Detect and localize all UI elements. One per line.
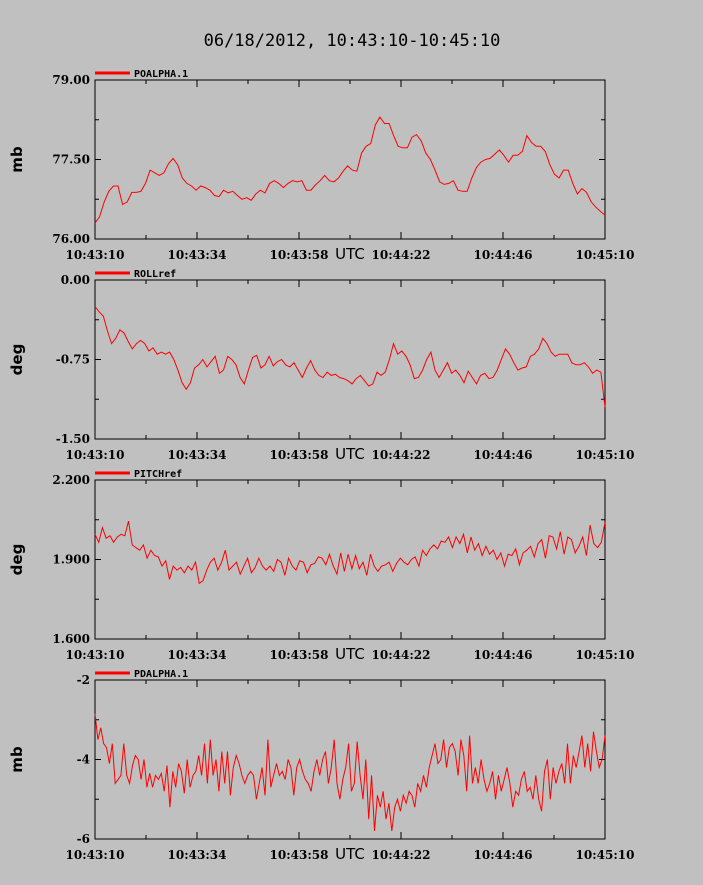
- x-tick-label: 10:45:10: [576, 648, 635, 662]
- series-line: [94, 306, 606, 408]
- y-axis-label: deg: [8, 544, 26, 576]
- y-axis-label: mb: [8, 746, 26, 773]
- y-tick-label: -4: [77, 753, 90, 767]
- panel-2: ROLLref 0.00 -0.75 -1.50 10:43:10 10:43:34 10:…: [8, 269, 634, 463]
- y-tick-label: -6: [77, 832, 90, 846]
- x-tick-label: 10:44:46: [474, 648, 533, 662]
- series-line: [94, 520, 606, 585]
- y-axis-label: mb: [8, 146, 26, 173]
- y-tick-label: 79.00: [52, 73, 90, 87]
- utc-label: UTC: [335, 845, 365, 863]
- x-tick-label: 10:43:10: [66, 448, 125, 462]
- x-tick-label: 10:44:46: [474, 448, 533, 462]
- panel-3: PITCHref 2.200 1.900 1.600 10:43:10 10:43:34 1…: [8, 469, 634, 663]
- y-tick-label: 2.200: [52, 473, 90, 487]
- x-tick-label: 10:43:34: [168, 448, 227, 462]
- panel-4: PDALPHA.1 -2 -4 -6 10:43:10 10:43:34 10:43:58 1…: [8, 669, 634, 863]
- y-tick-label: -2: [77, 673, 90, 687]
- x-tick-label: 10:44:22: [372, 848, 431, 862]
- y-tick-label: 0.00: [61, 273, 90, 287]
- x-tick-label: 10:44:22: [372, 648, 431, 662]
- x-tick-label: 10:43:10: [66, 848, 125, 862]
- plot-frame: [94, 279, 606, 440]
- x-tick-label: 10:43:58: [270, 448, 329, 462]
- utc-label: UTC: [335, 245, 365, 263]
- y-tick-label: 77.50: [52, 153, 90, 167]
- y-tick-label: 1.900: [52, 553, 90, 567]
- y-axis-label: deg: [8, 344, 26, 376]
- x-tick-label: 10:43:10: [66, 648, 125, 662]
- utc-label: UTC: [335, 445, 365, 463]
- y-tick-label: -1.50: [56, 432, 90, 446]
- legend-label: PDALPHA.1: [134, 669, 188, 680]
- chart-title: 06/18/2012, 10:43:10-10:45:10: [204, 31, 501, 51]
- legend-label: PITCHref: [134, 469, 182, 480]
- legend-label: POALPHA.1: [134, 69, 188, 80]
- x-tick-label: 10:44:22: [372, 248, 431, 262]
- x-tick-label: 10:44:22: [372, 448, 431, 462]
- y-tick-label: -0.75: [56, 353, 90, 367]
- series-line: [94, 116, 606, 224]
- x-tick-label: 10:43:34: [168, 848, 227, 862]
- x-tick-label: 10:43:58: [270, 648, 329, 662]
- x-tick-label: 10:43:58: [270, 248, 329, 262]
- utc-label: UTC: [335, 645, 365, 663]
- legend-label: ROLLref: [134, 269, 176, 280]
- panel-1: POALPHA.1 79.00 77.50 76.00 10:43:10 10:43:34…: [8, 69, 634, 263]
- plot-frame: [94, 479, 606, 640]
- x-tick-label: 10:44:46: [474, 248, 533, 262]
- x-tick-label: 10:45:10: [576, 848, 635, 862]
- x-tick-label: 10:43:34: [168, 648, 227, 662]
- x-tick-label: 10:43:10: [66, 248, 125, 262]
- y-tick-label: 76.00: [52, 232, 90, 246]
- x-tick-label: 10:43:34: [168, 248, 227, 262]
- series-line: [94, 713, 606, 832]
- x-tick-label: 10:45:10: [576, 248, 635, 262]
- x-tick-label: 10:45:10: [576, 448, 635, 462]
- y-tick-label: 1.600: [52, 632, 90, 646]
- x-tick-label: 10:43:58: [270, 848, 329, 862]
- x-tick-label: 10:44:46: [474, 848, 533, 862]
